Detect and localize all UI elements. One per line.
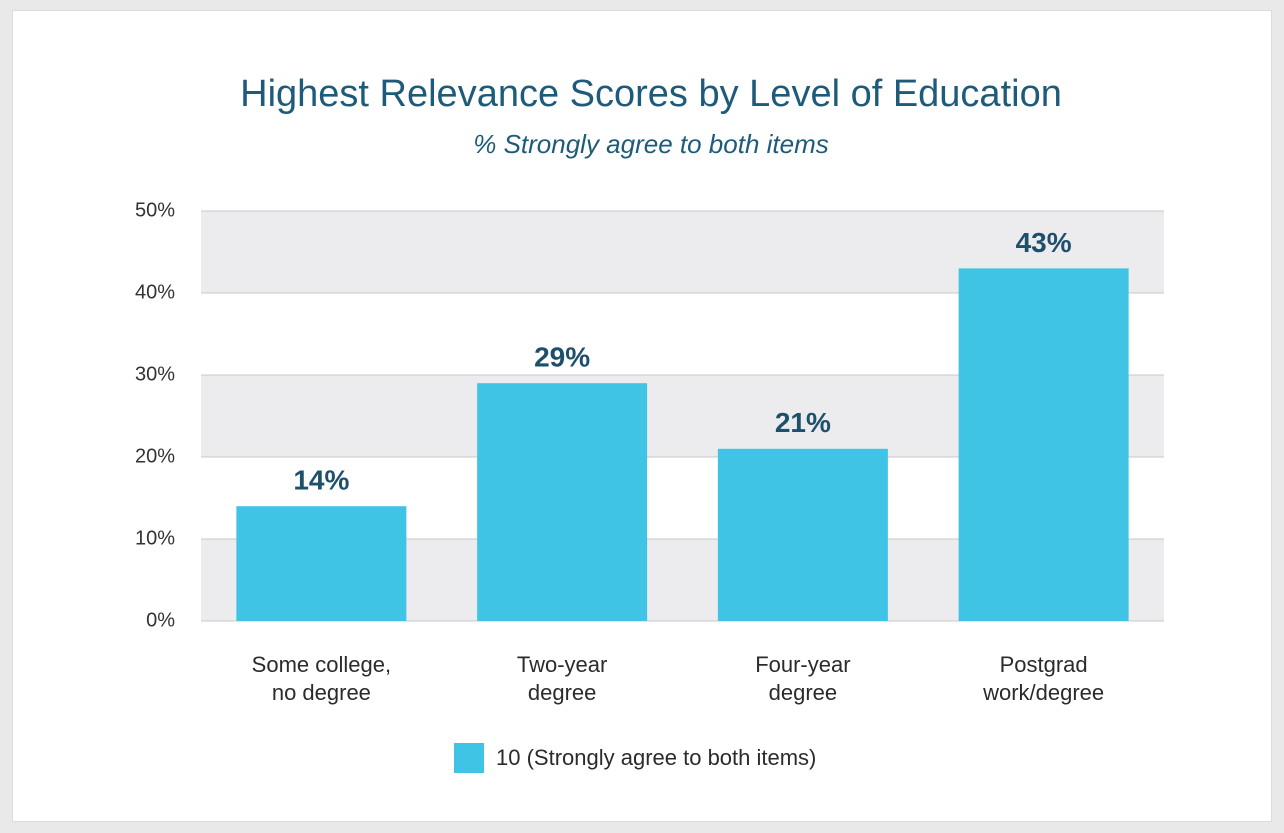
y-tick-label: 0% <box>146 609 175 631</box>
bar <box>717 448 888 621</box>
bar <box>477 383 648 621</box>
y-tick-label: 10% <box>135 527 175 549</box>
x-tick-label: Four-year degree <box>755 652 851 705</box>
y-tick-label: 40% <box>135 281 175 303</box>
y-tick-label: 50% <box>135 199 175 221</box>
value-label: 29% <box>534 342 590 373</box>
y-tick-label: 20% <box>135 445 175 467</box>
x-tick-label: Some college, no degree <box>251 652 392 705</box>
chart-subtitle: % Strongly agree to both items <box>473 129 829 159</box>
x-tick-label: Postgrad work/degree <box>983 652 1105 705</box>
legend-swatch <box>454 743 484 773</box>
value-label: 21% <box>775 407 831 438</box>
chart: Highest Relevance Scores by Level of Edu… <box>135 73 1164 773</box>
y-tick-label: 30% <box>135 363 175 385</box>
value-label: 43% <box>1016 227 1072 258</box>
value-label: 14% <box>293 465 349 496</box>
bar <box>958 268 1129 621</box>
chart-title: Highest Relevance Scores by Level of Edu… <box>240 73 1062 115</box>
x-tick-label: Two-year degree <box>516 652 608 705</box>
bar <box>236 506 407 621</box>
legend-label: 10 (Strongly agree to both items) <box>496 745 816 770</box>
chart-card: Highest Relevance Scores by Level of Edu… <box>12 10 1272 822</box>
